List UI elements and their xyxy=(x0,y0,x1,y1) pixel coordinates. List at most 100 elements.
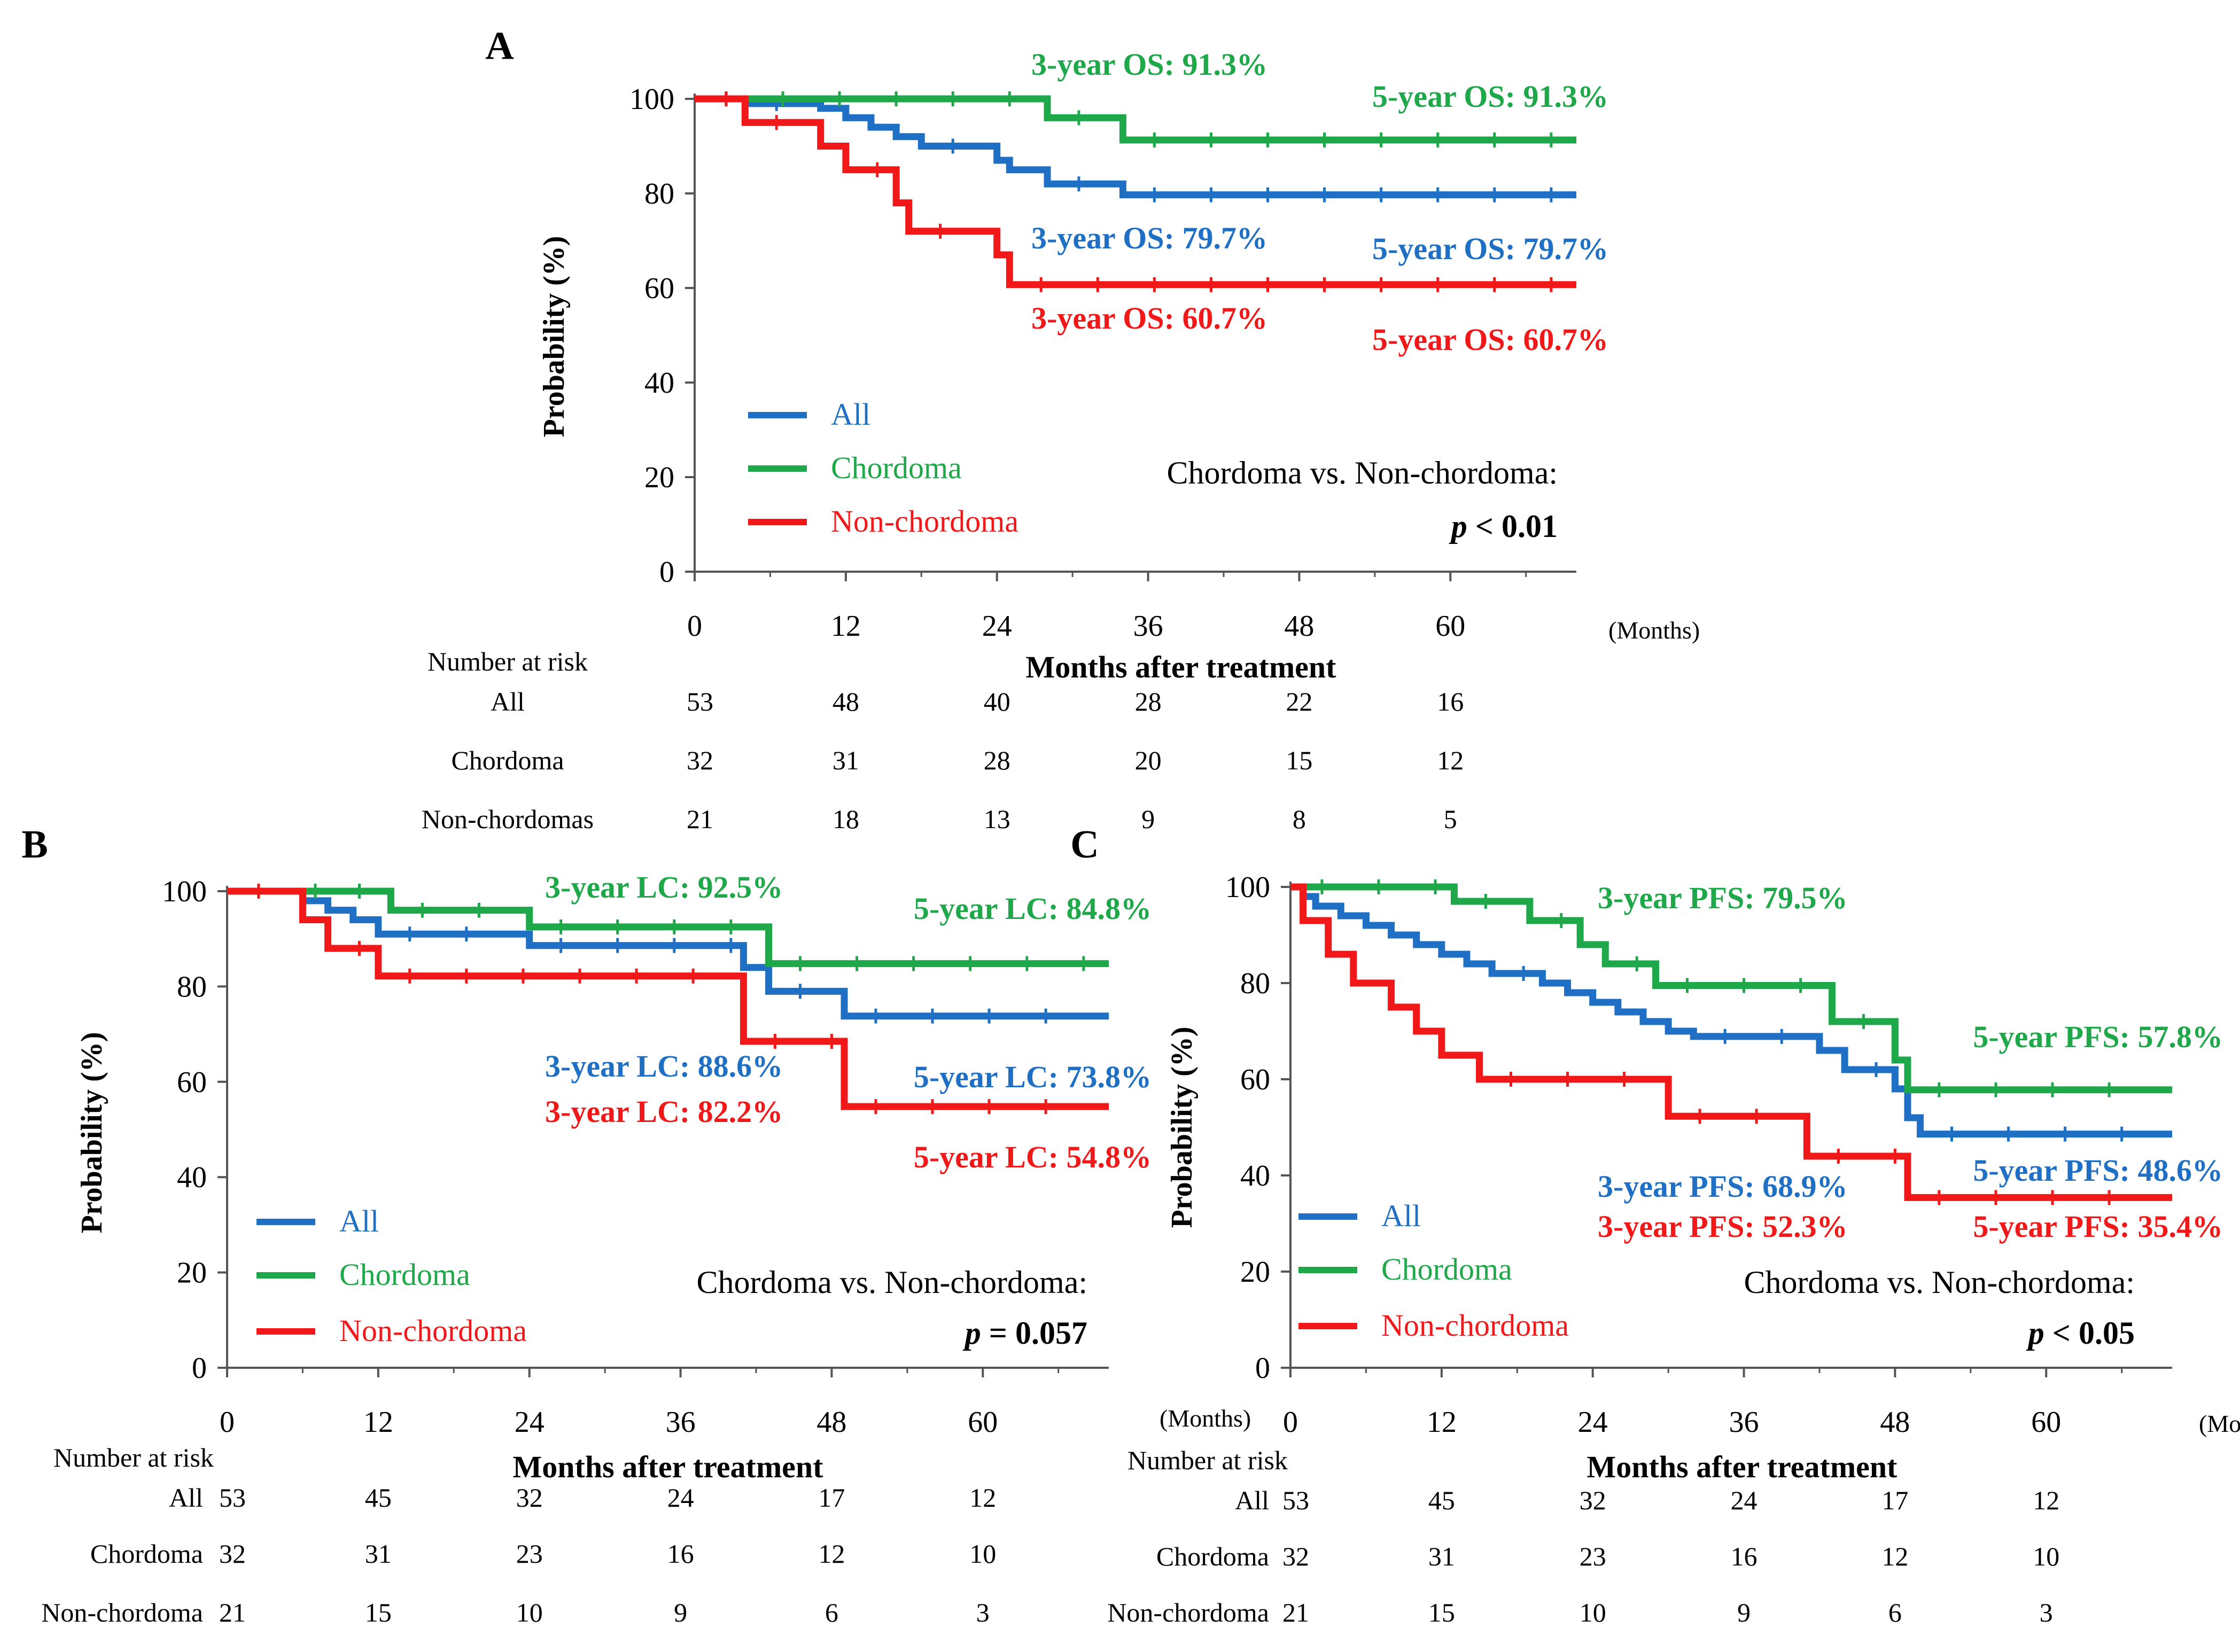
p-symbol: p xyxy=(1449,509,1467,544)
risk-count: 31 xyxy=(1428,1541,1455,1571)
y-tick-label: 20 xyxy=(644,461,674,494)
y-tick-label: 80 xyxy=(644,177,674,211)
legend-label: Chordoma xyxy=(831,450,962,485)
survival-annotation: 5-year PFS: 35.4% xyxy=(1973,1209,2223,1244)
panel-label: A xyxy=(485,24,514,68)
panel-label: C xyxy=(1070,823,1099,867)
legend-label: All xyxy=(1381,1198,1421,1233)
comparison-label: Chordoma vs. Non-chordoma: xyxy=(696,1265,1087,1300)
y-tick-label: 40 xyxy=(644,367,674,400)
risk-count: 48 xyxy=(833,687,859,716)
km-curve-non-chordoma xyxy=(695,95,1576,289)
risk-count: 12 xyxy=(1437,745,1464,775)
survival-annotation: 5-year LC: 84.8% xyxy=(914,891,1152,926)
km-curve-chordoma xyxy=(1290,883,2172,1094)
x-tick-label: 60 xyxy=(968,1406,998,1439)
risk-count: 15 xyxy=(365,1598,392,1627)
risk-count: 21 xyxy=(219,1598,246,1627)
km-curve-all xyxy=(695,95,1576,199)
risk-count: 10 xyxy=(516,1598,543,1627)
risk-row-label: All xyxy=(169,1483,203,1513)
x-unit-label: (Months) xyxy=(1160,1405,1251,1432)
risk-count: 13 xyxy=(984,804,1010,834)
risk-count: 3 xyxy=(976,1598,990,1627)
x-unit-label: (Months) xyxy=(2199,1410,2240,1437)
survival-annotation: 3-year LC: 92.5% xyxy=(545,870,783,905)
x-tick-label: 0 xyxy=(1283,1406,1298,1439)
x-tick-label: 12 xyxy=(363,1406,393,1439)
risk-row-label: Non-chordoma xyxy=(41,1598,203,1627)
risk-row-label: Non-chordoma xyxy=(1107,1598,1269,1627)
risk-count: 12 xyxy=(1881,1541,1908,1571)
risk-count: 3 xyxy=(2040,1598,2053,1627)
risk-count: 40 xyxy=(984,687,1010,716)
x-tick-label: 48 xyxy=(816,1406,846,1439)
risk-count: 31 xyxy=(365,1539,392,1569)
y-tick-label: 100 xyxy=(629,83,674,116)
risk-count: 9 xyxy=(1737,1598,1751,1627)
km-curve-all xyxy=(227,887,1109,1020)
risk-count: 32 xyxy=(1282,1541,1309,1571)
legend-label: All xyxy=(339,1204,379,1238)
risk-count: 12 xyxy=(969,1483,996,1513)
survival-annotation: 3-year LC: 88.6% xyxy=(545,1049,783,1084)
risk-count: 32 xyxy=(516,1483,543,1513)
risk-count: 53 xyxy=(219,1483,246,1513)
x-tick-label: 60 xyxy=(2031,1406,2061,1439)
risk-count: 17 xyxy=(1881,1485,1908,1515)
risk-count: 31 xyxy=(833,745,859,775)
survival-annotation: 5-year OS: 60.7% xyxy=(1372,322,1608,357)
y-tick-label: 60 xyxy=(177,1066,207,1099)
comparison-label: Chordoma vs. Non-chordoma: xyxy=(1166,455,1558,490)
risk-count: 9 xyxy=(674,1598,687,1627)
risk-row-label: Chordoma xyxy=(451,745,564,775)
risk-table-header: Number at risk xyxy=(1127,1445,1288,1475)
p-value: p < 0.05 xyxy=(2026,1315,2135,1351)
risk-count: 10 xyxy=(1580,1598,1606,1627)
p-number: < 0.05 xyxy=(2044,1315,2135,1351)
risk-count: 15 xyxy=(1286,745,1312,775)
risk-count: 5 xyxy=(1444,804,1457,834)
p-value: p = 0.057 xyxy=(962,1315,1087,1351)
x-tick-label: 24 xyxy=(1578,1406,1608,1439)
legend-label: Chordoma xyxy=(1381,1252,1512,1287)
x-tick-label: 48 xyxy=(1880,1406,1910,1439)
panel-c: C02040608010001224364860(Months)Probabil… xyxy=(1070,823,2240,1627)
km-curve-non-chordoma xyxy=(1290,883,2172,1201)
y-axis-label: Probability (%) xyxy=(75,1032,108,1234)
legend-label: All xyxy=(831,397,870,432)
risk-count: 20 xyxy=(1135,745,1162,775)
risk-row-label: All xyxy=(1235,1485,1269,1515)
risk-count: 53 xyxy=(1282,1485,1309,1515)
risk-count: 10 xyxy=(2033,1541,2059,1571)
risk-count: 16 xyxy=(667,1539,694,1569)
risk-count: 12 xyxy=(818,1539,845,1569)
risk-count: 28 xyxy=(1135,687,1162,716)
risk-count: 24 xyxy=(1731,1485,1757,1515)
x-unit-label: (Months) xyxy=(1608,617,1700,644)
survival-annotation: 5-year OS: 79.7% xyxy=(1372,231,1608,266)
y-axis-label: Probability (%) xyxy=(538,236,571,438)
risk-count: 32 xyxy=(1580,1485,1606,1515)
x-tick-label: 24 xyxy=(515,1406,545,1439)
survival-annotation: 5-year PFS: 48.6% xyxy=(1973,1153,2223,1188)
risk-table-header: Number at risk xyxy=(427,646,588,676)
x-tick-label: 36 xyxy=(666,1406,696,1439)
y-tick-label: 20 xyxy=(177,1257,207,1290)
p-number: = 0.057 xyxy=(981,1315,1087,1351)
survival-annotation: 3-year LC: 82.2% xyxy=(545,1094,783,1129)
y-tick-label: 100 xyxy=(162,875,207,908)
legend-label: Non-chordoma xyxy=(339,1313,527,1348)
x-tick-label: 0 xyxy=(220,1406,235,1439)
legend-label: Non-chordoma xyxy=(1381,1308,1569,1343)
risk-row-label: Chordoma xyxy=(1156,1541,1269,1571)
y-tick-label: 0 xyxy=(1255,1352,1270,1385)
risk-row-label: Chordoma xyxy=(90,1539,203,1569)
risk-count: 21 xyxy=(687,804,713,834)
risk-count: 6 xyxy=(1888,1598,1902,1627)
survival-annotation: 3-year PFS: 68.9% xyxy=(1598,1169,1848,1204)
x-tick-label: 60 xyxy=(1435,610,1465,643)
risk-row-label: All xyxy=(491,687,525,716)
